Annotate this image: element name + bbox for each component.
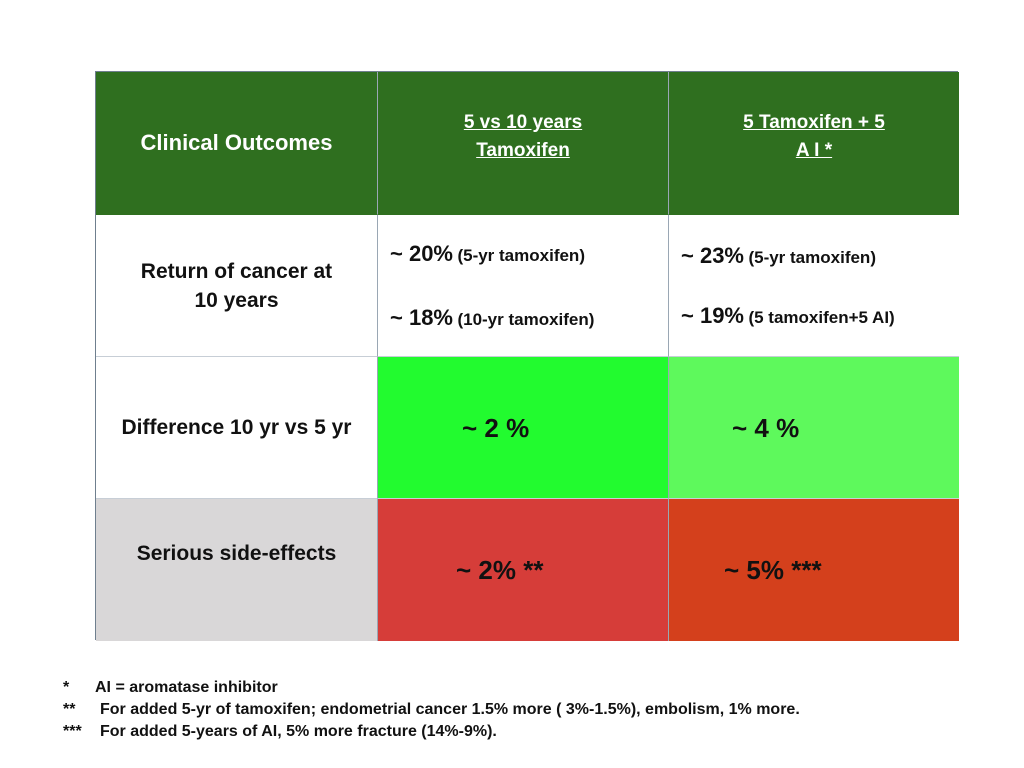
footnote-marker: *** — [63, 723, 82, 740]
footnote-fracture: *** For added 5-years of AI, 5% more frac… — [63, 721, 800, 743]
side-effects-col1-value: ~ 2% ** — [456, 555, 544, 585]
header-clinical-outcomes: Clinical Outcomes — [96, 72, 378, 215]
row-label-difference-text: Difference 10 yr vs 5 yr — [121, 416, 352, 439]
header-col1-line2: Tamoxifen — [476, 140, 570, 161]
difference-cell-col1: ~ 2 % — [378, 357, 669, 499]
return-cell-col2: ~ 23% (5-yr tamoxifen) ~ 19% (5 tamoxife… — [669, 215, 959, 357]
row-label-side-effects: Serious side-effects — [96, 499, 378, 641]
return-col1-pct-10yr: ~ 18% — [390, 305, 453, 330]
return-col1-pct-5yr: ~ 20% — [390, 241, 453, 266]
header-col2-line2: A I * — [795, 140, 833, 161]
return-col2-value-ai: ~ 19% (5 tamoxifen+5 AI) — [681, 303, 895, 329]
return-col1-note-5yr: (5-yr tamoxifen) — [457, 246, 585, 265]
header-5-vs-10-tamoxifen: 5 vs 10 years Tamoxifen — [378, 72, 669, 215]
row-label-side-effects-text: Serious side-effects — [136, 542, 337, 565]
return-col1-value-10yr: ~ 18% (10-yr tamoxifen) — [390, 305, 594, 331]
outcomes-table: Clinical Outcomes 5 vs 10 years Tamoxife… — [95, 71, 959, 641]
return-cell-col1: ~ 20% (5-yr tamoxifen) ~ 18% (10-yr tamo… — [378, 215, 669, 357]
return-col1-value-5yr: ~ 20% (5-yr tamoxifen) — [390, 241, 585, 267]
difference-col1-value: ~ 2 % — [462, 413, 530, 443]
row-label-difference: Difference 10 yr vs 5 yr — [96, 357, 378, 499]
header-tamoxifen-plus-ai: 5 Tamoxifen + 5 A I * — [669, 72, 959, 215]
footnote-text: For added 5-years of AI, 5% more fractur… — [100, 723, 497, 740]
row-label-return-of-cancer: Return of cancer at 10 years — [96, 215, 378, 357]
footnote-marker: * — [63, 679, 70, 696]
side-effects-cell-col1: ~ 2% ** — [378, 499, 669, 641]
header-col1-line1: 5 vs 10 years — [463, 112, 583, 133]
difference-col2-value: ~ 4 % — [732, 413, 800, 443]
row-label-return-line1: Return of cancer at — [140, 259, 333, 283]
return-col2-note-5yr: (5-yr tamoxifen) — [748, 248, 876, 267]
side-effects-col2-value: ~ 5% *** — [724, 555, 822, 585]
row-label-return-line2: 10 years — [194, 288, 279, 312]
footnote-text: AI = aromatase inhibitor — [95, 679, 278, 696]
footnote-tamoxifen: ** For added 5-yr of tamoxifen; endometri… — [63, 699, 800, 721]
difference-cell-col2: ~ 4 % — [669, 357, 959, 499]
return-col1-note-10yr: (10-yr tamoxifen) — [457, 310, 595, 329]
return-col2-value-5yr: ~ 23% (5-yr tamoxifen) — [681, 243, 876, 269]
footnote-text: For added 5-yr of tamoxifen; endometrial… — [100, 701, 800, 718]
return-col2-pct-ai: ~ 19% — [681, 303, 744, 328]
return-col2-pct-5yr: ~ 23% — [681, 243, 744, 268]
header-clinical-outcomes-label: Clinical Outcomes — [140, 130, 333, 155]
footnote-marker: ** — [63, 701, 76, 718]
return-col2-note-ai: (5 tamoxifen+5 AI) — [748, 308, 895, 327]
footnotes: * AI = aromatase inhibitor ** For added 5-… — [63, 677, 800, 743]
header-col2-line1: 5 Tamoxifen + 5 — [743, 112, 885, 133]
footnote-ai: * AI = aromatase inhibitor — [63, 677, 800, 699]
side-effects-cell-col2: ~ 5% *** — [669, 499, 959, 641]
